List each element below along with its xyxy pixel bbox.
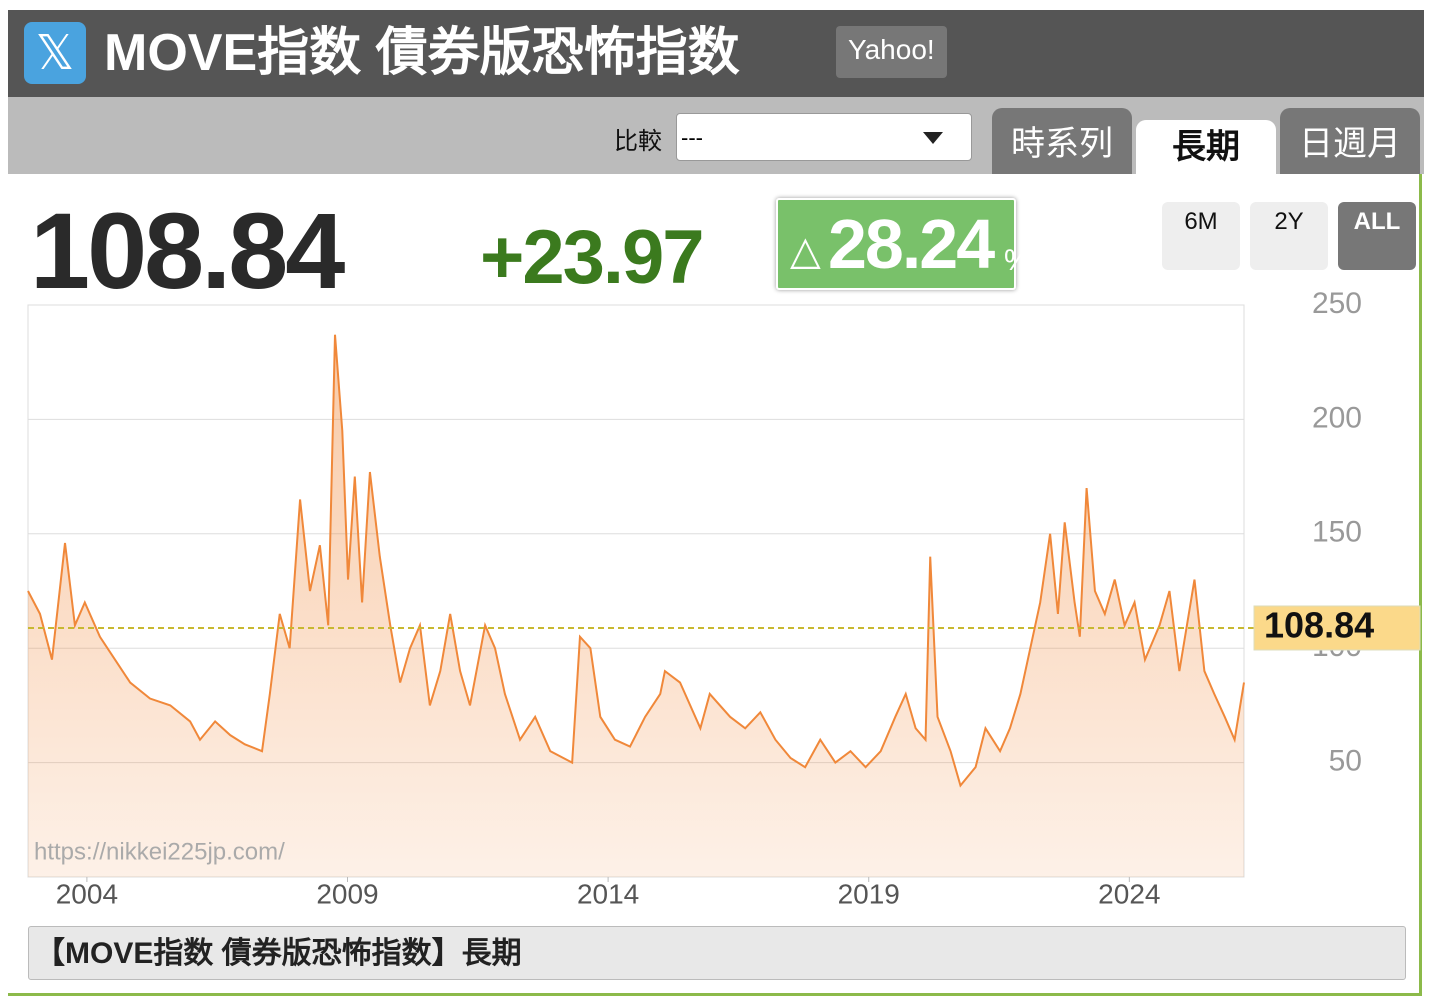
y-tick-label: 200 <box>1312 401 1362 434</box>
y-tick-label: 150 <box>1312 516 1362 549</box>
watermark: https://nikkei225jp.com/ <box>34 838 285 865</box>
y-tick-label: 50 <box>1329 745 1362 778</box>
price: 108.84 <box>30 190 345 311</box>
reference-label: 108.84 <box>1264 604 1374 645</box>
x-tick-label: 2019 <box>838 878 900 909</box>
x-tick-label: 2014 <box>577 878 639 909</box>
chart-panel: 108.84 +23.97 △ 28.24 % 【MOVE指数 債券版恐怖指数】… <box>8 174 1422 996</box>
compare-label: 比較 <box>614 128 662 155</box>
change-pct: 28.24 <box>828 205 995 283</box>
tab[interactable]: 時系列 <box>992 108 1132 174</box>
tab-bar: 比較 --- 時系列 長期 日週月 <box>8 97 1424 174</box>
change: +23.97 <box>480 215 705 300</box>
range-button[interactable]: 6M <box>1162 202 1240 270</box>
up-marker: △ <box>790 229 821 273</box>
range-button[interactable]: ALL <box>1338 202 1416 270</box>
header: 𝕏 MOVE指数 債券版恐怖指数 Yahoo! <box>8 10 1424 97</box>
pct-sign: % <box>1004 244 1031 277</box>
yahoo-link[interactable]: Yahoo! <box>836 26 947 78</box>
change-badge: △ 28.24 % <box>776 198 1031 290</box>
page-title: MOVE指数 債券版恐怖指数 <box>104 24 740 82</box>
y-tick-label: 250 <box>1312 287 1362 320</box>
range-button[interactable]: 2Y <box>1250 202 1328 270</box>
x-tick-label: 2024 <box>1098 878 1160 909</box>
line <box>27 334 1245 788</box>
x-share-icon[interactable]: 𝕏 <box>24 22 86 84</box>
x-tick-label: 2009 <box>316 878 378 909</box>
tab[interactable]: 長期 <box>1136 120 1276 174</box>
footer-caption: 【MOVE指数 債券版恐怖指数】長期 <box>28 926 1406 980</box>
reference-label-box <box>1253 605 1421 651</box>
compare-select[interactable]: --- <box>676 113 972 161</box>
tab[interactable]: 日週月 <box>1280 108 1420 174</box>
x-tick-label: 2004 <box>56 878 118 909</box>
